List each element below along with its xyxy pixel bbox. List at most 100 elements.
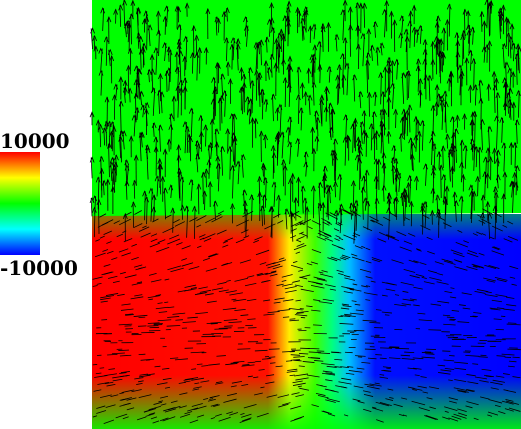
arrow (318, 230, 332, 237)
arrow-head (158, 163, 164, 170)
arrow (339, 323, 354, 325)
arrow (316, 282, 323, 285)
arrow-head (470, 111, 476, 118)
arrow-head (175, 84, 181, 91)
arrow (253, 240, 260, 243)
arrow (453, 413, 467, 419)
arrow-head (286, 0, 292, 7)
arrow (165, 214, 172, 219)
arrow (491, 250, 505, 256)
arrow-head (257, 190, 263, 198)
arrow (293, 244, 307, 251)
arrow (487, 414, 493, 417)
arrow-head (92, 195, 97, 202)
arrow (194, 206, 196, 239)
arrow (321, 372, 336, 376)
arrow-head (96, 198, 102, 206)
arrow (123, 238, 133, 243)
arrow-head (314, 135, 320, 142)
arrow-head (225, 127, 231, 135)
arrow (120, 101, 122, 135)
arrow (247, 375, 253, 378)
arrow-head (420, 119, 425, 127)
arrow (374, 382, 380, 385)
arrow (216, 229, 227, 235)
arrow (449, 400, 457, 404)
arrow (509, 265, 519, 270)
arrow-head (342, 136, 348, 143)
arrow-head (203, 124, 208, 131)
arrow (226, 393, 237, 397)
arrow (125, 160, 128, 185)
arrow (288, 307, 303, 311)
arrow (211, 216, 223, 223)
arrow-head (504, 61, 510, 68)
arrow (322, 370, 333, 373)
arrow (333, 150, 336, 181)
arrow (473, 417, 479, 421)
arrow (365, 276, 373, 279)
arrow (369, 321, 381, 324)
arrow-head (510, 180, 515, 187)
arrow (394, 294, 400, 296)
arrow (241, 413, 252, 418)
arrow (417, 312, 426, 315)
arrow (410, 138, 412, 159)
arrow (488, 265, 500, 269)
arrow (104, 381, 114, 385)
arrow (174, 358, 188, 361)
arrow (505, 400, 520, 405)
arrow (334, 181, 336, 198)
arrow (342, 53, 345, 88)
arrow-head (259, 130, 264, 137)
arrow (244, 282, 257, 287)
arrow (408, 105, 411, 133)
arrow (515, 120, 518, 144)
arrow (261, 89, 264, 120)
arrow-head (270, 144, 276, 152)
arrow (382, 153, 385, 174)
arrow (140, 358, 155, 361)
arrow-head (263, 133, 268, 141)
arrow (330, 256, 341, 261)
arrow (362, 187, 364, 220)
arrow-head (210, 98, 216, 105)
arrow (225, 290, 237, 294)
arrow (181, 258, 187, 261)
arrow (361, 245, 366, 249)
arrow (437, 364, 446, 367)
arrow (118, 323, 133, 326)
arrow (177, 85, 180, 118)
arrow-head (414, 175, 419, 182)
arrow-head (213, 200, 218, 207)
arrow-head (153, 136, 159, 143)
arrow-head (312, 44, 318, 51)
arrow (375, 159, 378, 189)
arrow (215, 382, 224, 385)
arrow-head (151, 193, 157, 201)
arrow (95, 372, 102, 375)
arrow (353, 211, 356, 244)
arrow-head (274, 37, 279, 45)
arrow-head (317, 63, 323, 70)
arrow (352, 283, 358, 286)
arrow-head (386, 207, 391, 214)
arrow-head (91, 206, 97, 213)
arrow (273, 182, 276, 207)
arrow (221, 74, 224, 100)
arrow (240, 229, 249, 234)
arrow (265, 271, 277, 275)
arrow (471, 263, 484, 268)
arrow (311, 220, 321, 226)
arrow (386, 367, 391, 370)
arrow (418, 131, 421, 163)
arrow (273, 301, 281, 304)
arrow (512, 181, 515, 213)
arrow (417, 385, 427, 389)
arrow-head (99, 167, 105, 174)
arrow (487, 411, 499, 416)
arrow (251, 195, 253, 221)
arrow (458, 390, 467, 393)
arrow-head (301, 25, 307, 32)
arrow-head (239, 66, 244, 74)
